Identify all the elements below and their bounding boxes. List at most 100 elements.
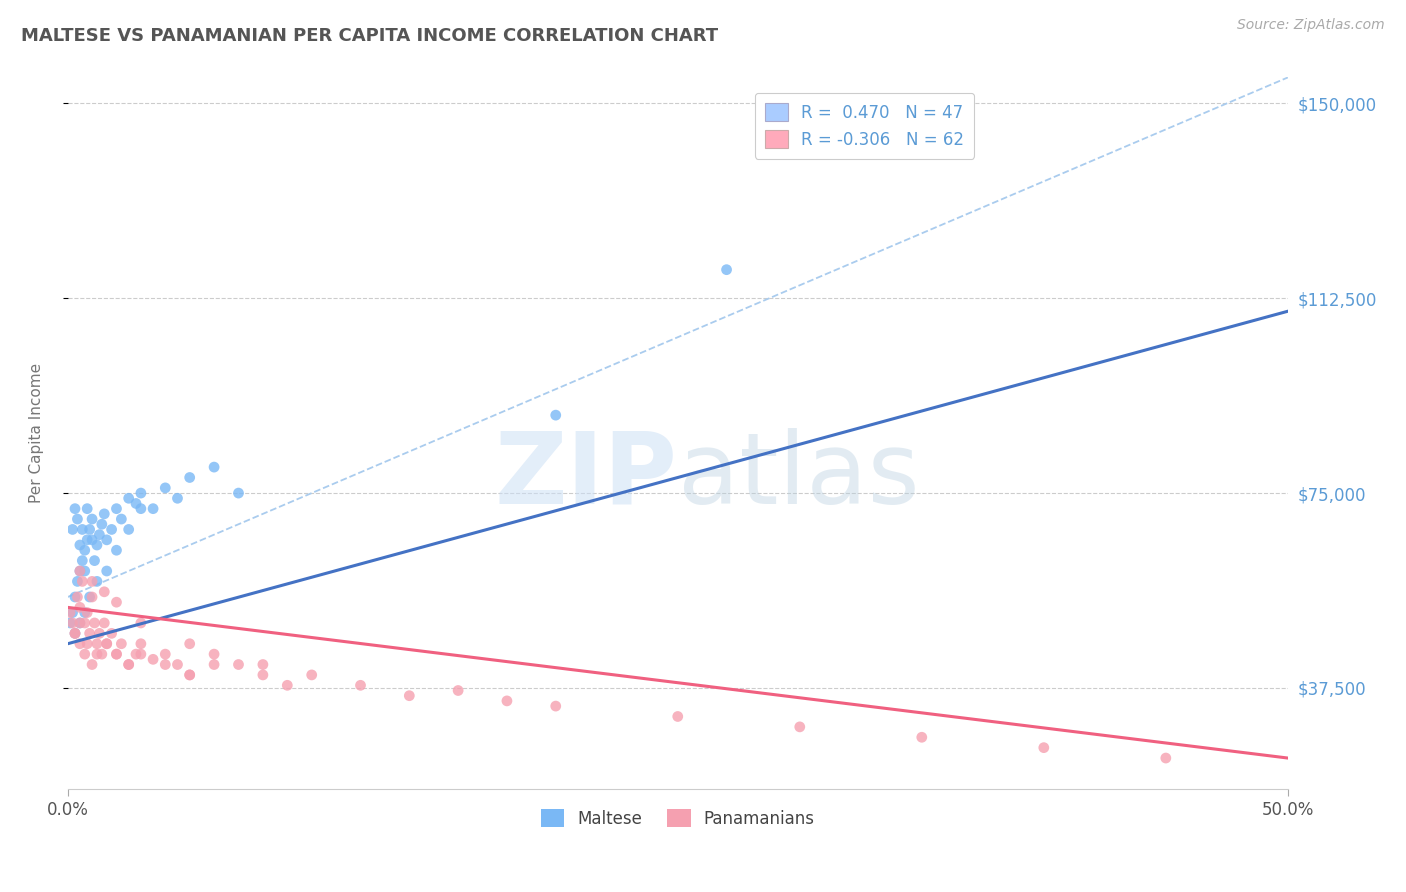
Point (118, 491, 141, 506)
Point (69, 600, 91, 615)
Point (69, 564, 91, 578)
Point (349, 678, 371, 692)
Point (63, 626, 86, 640)
Point (129, 486, 152, 500)
Text: ZIP: ZIP (495, 427, 678, 524)
Point (142, 652, 165, 666)
Point (62, 523, 84, 537)
Point (76, 606, 98, 620)
Point (179, 470, 201, 484)
Point (86, 574, 108, 589)
Point (142, 501, 165, 516)
Point (93, 584, 115, 599)
Point (69, 615, 91, 630)
Point (228, 486, 250, 500)
Point (1032, 740, 1054, 755)
Point (666, 709, 689, 723)
Point (83, 553, 105, 567)
Point (90, 647, 112, 661)
Point (80, 512, 103, 526)
Point (105, 647, 128, 661)
Point (93, 615, 115, 630)
Point (155, 481, 177, 495)
Point (59, 606, 82, 620)
Point (69, 615, 91, 630)
Point (86, 637, 108, 651)
Point (80, 533, 103, 547)
Point (105, 647, 128, 661)
Point (66, 574, 89, 589)
Point (544, 408, 567, 422)
Point (716, 262, 738, 277)
Point (100, 626, 122, 640)
Point (62, 606, 84, 620)
Point (73, 615, 96, 630)
Point (72, 523, 94, 537)
Point (118, 657, 141, 672)
Point (166, 491, 188, 506)
Point (202, 647, 225, 661)
Point (129, 501, 152, 516)
Point (86, 647, 108, 661)
Point (166, 657, 188, 672)
Point (118, 657, 141, 672)
Point (72, 574, 94, 589)
Point (86, 538, 108, 552)
Point (96, 637, 118, 651)
Point (69, 538, 91, 552)
Point (202, 460, 225, 475)
Point (252, 657, 274, 672)
Point (73, 606, 96, 620)
Point (110, 512, 132, 526)
Point (90, 517, 112, 532)
Point (544, 699, 567, 714)
Point (179, 668, 201, 682)
Point (79, 523, 101, 537)
Point (62, 615, 84, 630)
Point (59, 615, 82, 630)
Point (63, 626, 86, 640)
Point (96, 564, 118, 578)
Point (76, 501, 98, 516)
Point (155, 647, 177, 661)
Point (301, 668, 323, 682)
Point (179, 637, 201, 651)
Point (96, 637, 118, 651)
Point (496, 694, 519, 708)
Point (276, 678, 298, 692)
Point (228, 657, 250, 672)
Point (76, 637, 98, 651)
Point (129, 615, 152, 630)
Point (89, 527, 111, 541)
Point (69, 564, 91, 578)
Point (72, 553, 94, 567)
Point (252, 668, 274, 682)
Point (398, 689, 420, 703)
Point (129, 637, 152, 651)
Point (89, 626, 111, 640)
Text: Source: ZipAtlas.com: Source: ZipAtlas.com (1237, 18, 1385, 32)
Point (105, 595, 128, 609)
Point (63, 590, 86, 604)
Point (63, 626, 86, 640)
Point (73, 543, 96, 558)
Point (73, 647, 96, 661)
Point (66, 512, 89, 526)
Point (83, 615, 105, 630)
Point (911, 731, 934, 745)
Y-axis label: Per Capita Income: Per Capita Income (30, 363, 44, 503)
Text: atlas: atlas (678, 427, 920, 524)
Point (105, 543, 128, 558)
Point (79, 626, 101, 640)
Point (110, 637, 132, 651)
Point (118, 523, 141, 537)
Point (202, 657, 225, 672)
Point (96, 533, 118, 547)
Text: MALTESE VS PANAMANIAN PER CAPITA INCOME CORRELATION CHART: MALTESE VS PANAMANIAN PER CAPITA INCOME … (21, 27, 718, 45)
Point (66, 590, 89, 604)
Point (179, 668, 201, 682)
Point (125, 496, 148, 510)
Point (73, 564, 96, 578)
Point (63, 501, 86, 516)
Point (93, 507, 115, 521)
